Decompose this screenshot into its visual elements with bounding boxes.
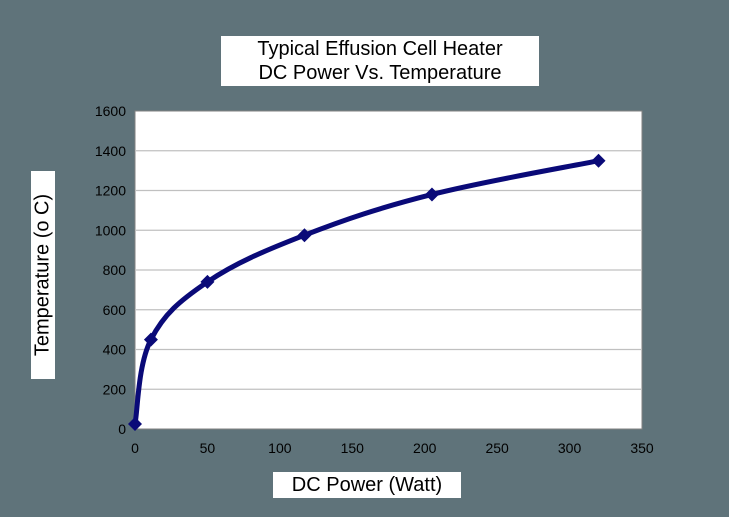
x-tick-label: 350 [630, 440, 654, 456]
gridlines [135, 150, 642, 390]
y-tick-label: 0 [118, 421, 126, 437]
data-point-1 [143, 332, 158, 347]
data-point-4 [424, 187, 439, 202]
chart-subtitle: DC Power Vs. Temperature [258, 62, 502, 84]
data-point-3 [297, 228, 312, 243]
x-axis-label: DC Power (Watt) [273, 472, 461, 498]
y-tick-label: 1200 [95, 183, 126, 199]
y-tick-label: 600 [103, 302, 127, 318]
y-tick-label: 800 [103, 262, 127, 278]
x-tick-label: 0 [131, 440, 139, 456]
x-tick-label: 250 [485, 440, 509, 456]
data-point-5 [591, 153, 606, 168]
y-tick-label: 1000 [95, 222, 126, 238]
x-tick-label: 200 [413, 440, 437, 456]
data-markers [128, 153, 606, 432]
chart-title: Typical Effusion Cell Heater [257, 38, 503, 60]
chart-title-box: Typical Effusion Cell Heater DC Power Vs… [221, 36, 539, 86]
x-tick-label: 50 [200, 440, 216, 456]
x-tick-label: 100 [268, 440, 292, 456]
y-tick-labels: 0 200 400 600 800 1000 1200 1400 1600 [95, 103, 126, 437]
x-tick-label: 300 [558, 440, 582, 456]
data-point-2 [200, 274, 215, 289]
y-tick-label: 200 [103, 381, 127, 397]
y-axis-label-box [31, 171, 55, 379]
x-tick-label: 150 [341, 440, 365, 456]
data-point-0 [128, 417, 142, 432]
y-tick-label: 1600 [95, 103, 126, 119]
x-tick-labels: 0 50 100 150 200 250 300 350 [131, 440, 654, 456]
y-tick-label: 1400 [95, 143, 126, 159]
y-tick-label: 400 [103, 342, 127, 358]
